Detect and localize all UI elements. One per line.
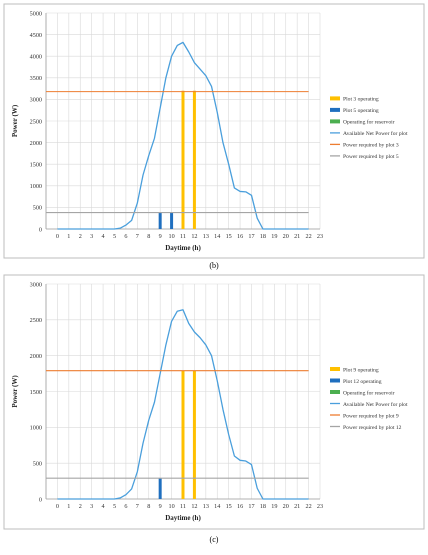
x-tick-label: 6	[124, 503, 127, 510]
panel-label-c: (c)	[210, 535, 219, 544]
y-tick-label: 1500	[30, 389, 42, 396]
x-tick-label: 15	[226, 233, 232, 240]
legend-label: Plot 9 operating	[343, 367, 379, 373]
y-tick-label: 500	[33, 205, 42, 212]
series-line-c-3	[57, 309, 309, 500]
x-tick-label: 19	[271, 503, 277, 510]
x-tick-label: 2	[79, 233, 82, 240]
x-tick-label: 1	[67, 503, 70, 510]
y-axis-title: Power (W)	[11, 375, 19, 408]
legend-label: Operating for reservoir	[343, 119, 395, 126]
legend-label: Power required by plot 12	[343, 425, 402, 431]
x-tick-label: 0	[56, 233, 59, 240]
x-tick-label: 3	[90, 233, 93, 240]
y-tick-label: 1500	[30, 162, 42, 169]
legend-label: Available Net Power for plot	[343, 130, 408, 137]
chart-b-frame	[3, 3, 425, 259]
x-tick-label: 4	[102, 503, 105, 510]
x-tick-label: 8	[147, 233, 150, 240]
x-tick-label: 16	[237, 503, 243, 510]
x-tick-label: 12	[191, 503, 197, 510]
x-tick-label: 14	[214, 503, 220, 510]
x-tick-label: 7	[136, 503, 139, 510]
chart-b: 0 500 1000 1500 2000 2500 3000 3500 4000 4500 5000…	[11, 10, 408, 252]
series-line-b-3	[57, 41, 309, 230]
x-tick-label: 13	[203, 233, 209, 240]
x-tick-label: 19	[271, 233, 277, 240]
x-tick-label: 22	[305, 233, 311, 240]
x-tick-label: 0	[56, 503, 59, 510]
x-tick-label: 7	[136, 233, 139, 240]
x-tick-label: 9	[159, 233, 162, 240]
y-tick-label: 2500	[30, 118, 42, 125]
legend-label: Plot 12 operating	[343, 379, 382, 385]
x-tick-label: 12	[191, 233, 197, 240]
x-tick-label: 15	[226, 503, 232, 510]
legend-label: Power required by plot 3	[343, 143, 399, 149]
x-tick-label: 10	[168, 503, 174, 510]
y-tick-label: 3000	[30, 97, 42, 104]
x-tick-label: 11	[180, 503, 186, 510]
chart-c-frame	[3, 274, 425, 530]
x-tick-label: 9	[159, 503, 162, 510]
x-tick-label: 14	[214, 233, 220, 240]
y-axis-title: Power (W)	[11, 104, 19, 137]
y-tick-label: 2000	[30, 353, 42, 360]
y-tick-label: 2500	[30, 317, 42, 324]
x-tick-label: 18	[260, 233, 266, 240]
x-tick-label: 5	[113, 233, 116, 240]
x-tick-label: 10	[168, 233, 174, 240]
legend-swatch	[330, 96, 340, 101]
x-tick-label: 5	[113, 503, 116, 510]
y-tick-label: 2000	[30, 140, 42, 147]
x-tick-label: 23	[317, 233, 323, 240]
x-tick-label: 17	[248, 503, 254, 510]
x-tick-label: 8	[147, 503, 150, 510]
legend-label: Plot 5 operating	[343, 108, 379, 114]
legend-swatch	[330, 119, 340, 124]
y-tick-label: 1000	[30, 425, 42, 432]
y-tick-label: 4500	[30, 32, 42, 39]
legend-label: Plot 3 operating	[343, 97, 379, 103]
x-tick-label: 13	[203, 503, 209, 510]
x-tick-label: 20	[283, 503, 289, 510]
x-axis-title: Daytime (h)	[165, 244, 201, 252]
x-tick-label: 4	[102, 233, 105, 240]
x-tick-label: 1	[67, 233, 70, 240]
x-tick-label: 23	[317, 503, 323, 510]
legend-label: Operating for reservoir	[343, 389, 395, 396]
y-tick-label: 3500	[30, 75, 42, 82]
legend-label: Available Net Power for plot	[343, 401, 408, 408]
legend-swatch	[330, 390, 340, 394]
x-tick-label: 18	[260, 503, 266, 510]
x-tick-label: 17	[248, 233, 254, 240]
x-tick-label: 6	[124, 233, 127, 240]
x-tick-label: 11	[180, 233, 186, 240]
x-tick-label: 21	[294, 233, 300, 240]
x-tick-label: 16	[237, 233, 243, 240]
x-tick-label: 20	[283, 233, 289, 240]
y-tick-label: 3000	[30, 281, 42, 288]
y-tick-label: 500	[33, 460, 42, 467]
x-axis-title: Daytime (h)	[165, 514, 201, 522]
x-tick-label: 2	[79, 503, 82, 510]
legend-swatch	[330, 107, 340, 112]
panel-label-b: (b)	[209, 261, 219, 270]
legend-swatch	[330, 367, 340, 371]
x-tick-label: 21	[294, 503, 300, 510]
legend-label: Power required by plot 9	[343, 413, 399, 419]
y-tick-label: 0	[39, 226, 42, 233]
x-tick-label: 22	[305, 503, 311, 510]
y-tick-label: 5000	[30, 10, 42, 17]
y-tick-label: 4000	[30, 54, 42, 61]
legend-swatch	[330, 378, 340, 383]
x-tick-label: 3	[90, 503, 93, 510]
legend-label: Power required by plot 5	[343, 154, 399, 160]
y-tick-label: 0	[39, 496, 42, 503]
y-tick-label: 1000	[30, 183, 42, 190]
